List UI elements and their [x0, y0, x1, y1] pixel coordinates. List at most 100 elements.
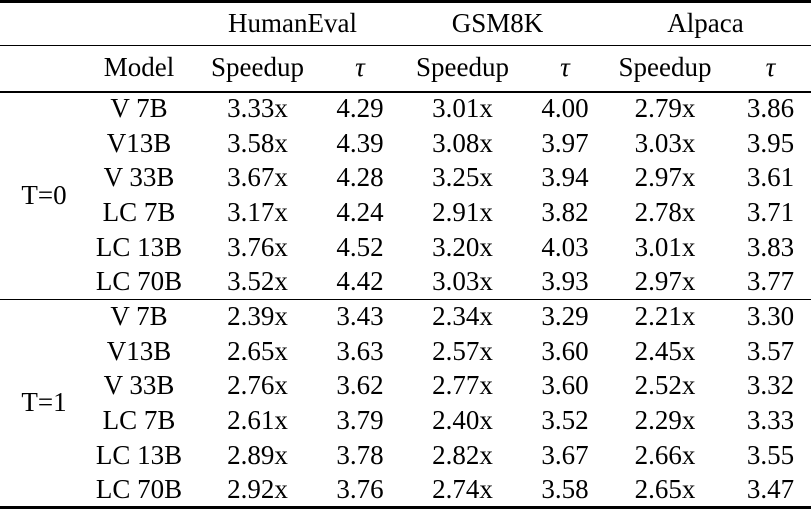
speedup-cell: 2.29x [634, 404, 696, 435]
speedup-cell: 2.78x [634, 196, 696, 227]
tau-cell: 3.43 [325, 299, 395, 335]
table-row: LC 13B 2.89x 3.78 2.82x 3.67 2.66x 3.55 [0, 438, 811, 473]
tau-cell: 4.03 [541, 231, 589, 262]
table-row: LC 70B 2.92x 3.76 2.74x 3.58 2.65x 3.47 [0, 473, 811, 508]
tau-cell: 4.29 [336, 93, 384, 124]
model-cell: V 7B [88, 299, 190, 335]
speedup-cell: 2.66x [634, 439, 696, 470]
section-label-t1: T=1 [0, 299, 88, 508]
tau-cell: 3.52 [541, 404, 589, 435]
model-cell: LC 13B [95, 439, 183, 470]
speedup-cell: 2.45x [634, 335, 696, 366]
tau-cell: 3.71 [746, 196, 795, 227]
speedup-cell: 2.76x [227, 370, 288, 401]
empty-header-cell [0, 45, 88, 93]
model-cell: LC 13B [95, 231, 183, 262]
table-row: V 33B 3.67x 4.28 3.25x 3.94 2.97x 3.61 [0, 161, 811, 196]
speedup-cell: 3.76x [227, 231, 288, 262]
model-cell: LC 70B [95, 266, 183, 297]
speedup-cell: 2.77x [432, 370, 493, 401]
speedup-cell: 3.52x [227, 266, 288, 297]
speedup-cell: 3.01x [634, 231, 696, 262]
tau-cell: 3.97 [541, 127, 589, 158]
column-header-row: Model Speedup τ Speedup τ Speedup τ [0, 45, 811, 93]
tau-cell: 3.67 [541, 439, 589, 470]
speedup-cell: 2.82x [432, 439, 493, 470]
speedup-cell: 2.57x [432, 335, 493, 366]
model-cell: V 7B [110, 93, 168, 124]
tau-cell: 3.95 [746, 127, 795, 158]
model-cell: V13B [106, 127, 172, 158]
tau-cell: 3.58 [541, 473, 589, 504]
benchmark-header-humaneval: HumanEval [190, 1, 395, 46]
speedup-cell: 2.97x [634, 162, 696, 193]
tau-cell: 3.86 [746, 93, 795, 124]
speedup-cell: 3.20x [432, 231, 493, 262]
tau-cell: 3.77 [746, 266, 795, 297]
benchmark-header-alpaca: Alpaca [600, 1, 811, 46]
speedup-cell: 3.03x [634, 127, 696, 158]
tau-cell: 3.33 [746, 404, 795, 435]
speedup-cell: 2.89x [227, 439, 288, 470]
model-cell: LC 70B [95, 473, 183, 504]
tau-cell: 3.62 [336, 370, 384, 401]
model-cell: LC 7B [102, 404, 176, 435]
speedup-cell: 2.79x [634, 93, 696, 124]
speedup-cell: 2.61x [227, 404, 288, 435]
table-row: LC 7B 2.61x 3.79 2.40x 3.52 2.29x 3.33 [0, 403, 811, 438]
speedup-cell: 3.33x [227, 93, 288, 124]
table-row: LC 70B 3.52x 4.42 3.03x 3.93 2.97x 3.77 [0, 265, 811, 300]
speedup-cell: 2.65x [227, 335, 288, 366]
table-row: V 33B 2.76x 3.62 2.77x 3.60 2.52x 3.32 [0, 369, 811, 404]
tau-cell: 4.39 [336, 127, 384, 158]
model-cell: V13B [106, 335, 172, 366]
tau-cell: 3.63 [336, 335, 384, 366]
model-column-header: Model [88, 45, 190, 93]
model-cell: V 33B [103, 162, 175, 193]
tau-cell: 3.78 [336, 439, 384, 470]
tau-cell: 4.28 [336, 162, 384, 193]
speedup-cell: 3.01x [432, 93, 493, 124]
speedup-column-header-alpaca: Speedup [600, 45, 730, 93]
tau-cell: 3.29 [530, 299, 600, 335]
tau-cell: 3.93 [541, 266, 589, 297]
tau-cell: 3.47 [746, 473, 795, 504]
tau-cell: 3.57 [746, 335, 795, 366]
model-cell: V 33B [103, 370, 175, 401]
benchmark-header-row: HumanEval GSM8K Alpaca [0, 1, 811, 46]
table-header: HumanEval GSM8K Alpaca Model Speedup τ S… [0, 1, 811, 93]
tau-cell: 3.79 [336, 404, 384, 435]
speedup-cell: 2.91x [432, 196, 493, 227]
tau-cell: 3.82 [541, 196, 589, 227]
tau-cell: 4.52 [336, 231, 384, 262]
table-row: LC 13B 3.76x 4.52 3.20x 4.03 3.01x 3.83 [0, 230, 811, 265]
speedup-cell: 3.08x [432, 127, 493, 158]
speedup-cell: 3.58x [227, 127, 288, 158]
tau-column-header-alpaca: τ [730, 45, 811, 93]
speedup-cell: 2.97x [634, 266, 696, 297]
tau-cell: 3.30 [730, 299, 811, 335]
speedup-cell: 2.39x [190, 299, 325, 335]
speedup-cell: 2.40x [432, 404, 493, 435]
section-label-t0: T=0 [21, 179, 67, 210]
tau-column-header-gsm8k: τ [530, 45, 600, 93]
tau-cell: 4.00 [541, 93, 589, 124]
tau-cell: 3.60 [541, 370, 589, 401]
section-t0: T=0 V 7B 3.33x 4.29 3.01x 4.00 2.79x 3.8… [0, 92, 811, 300]
tau-cell: 3.60 [541, 335, 589, 366]
tau-column-header-humaneval: τ [325, 45, 395, 93]
tau-cell: 3.55 [746, 439, 795, 470]
speedup-cell: 3.17x [227, 196, 288, 227]
table-row: T=1 V 7B 2.39x 3.43 2.34x 3.29 2.21x 3.3… [0, 299, 811, 508]
speedup-cell: 2.65x [634, 473, 696, 504]
speedup-cell: 3.03x [432, 266, 493, 297]
table-row: T=0 V 7B 3.33x 4.29 3.01x 4.00 2.79x 3.8… [0, 92, 811, 210]
speedup-cell: 3.67x [227, 162, 288, 193]
table-row: V13B 2.65x 3.63 2.57x 3.60 2.45x 3.57 [0, 334, 811, 369]
table-row: LC 7B 3.17x 4.24 2.91x 3.82 2.78x 3.71 [0, 195, 811, 230]
table-row: V13B 3.58x 4.39 3.08x 3.97 3.03x 3.95 [0, 126, 811, 161]
speedup-cell: 3.25x [432, 162, 493, 193]
speedup-column-header-gsm8k: Speedup [395, 45, 530, 93]
